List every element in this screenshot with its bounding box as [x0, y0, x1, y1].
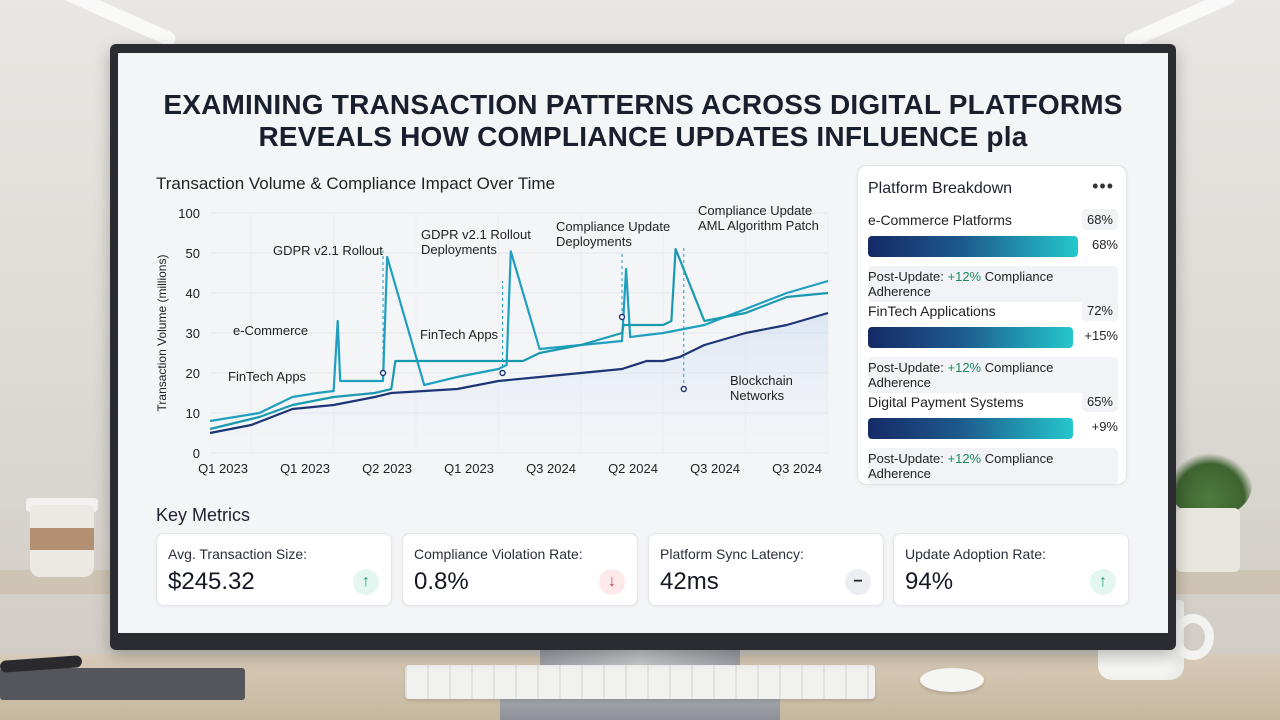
chart-annotation: Compliance Update Deployments [556, 219, 670, 249]
platform-bar-value: +9% [1091, 419, 1118, 434]
panel-title: Platform Breakdown [868, 180, 1013, 197]
post-update-prefix: Post-Update: [868, 360, 948, 375]
y-axis-label: Transaction Volume (millions) [155, 255, 169, 412]
platform-progress-bar [868, 327, 1073, 348]
y-tick-label: 100 [178, 206, 200, 221]
coffee-cup-sleeve [30, 528, 94, 550]
post-update-suffix: Compliance Adherence [868, 269, 1054, 299]
mouse [920, 668, 984, 692]
platform-item: FinTech Applications 72% +15% Post-Update: … [868, 300, 1118, 393]
platform-percent: 68% [1081, 209, 1118, 230]
post-update-note: Post-Update: +12% Compliance Adherence [868, 357, 1118, 393]
metric-label: Compliance Violation Rate: [414, 546, 583, 562]
chart-annotation: e-Commerce [233, 323, 308, 338]
series-area [210, 313, 828, 453]
metric-value: 94% [905, 568, 954, 595]
platform-breakdown-panel: Platform Breakdown ••• e-Commerce Platfo… [857, 165, 1127, 485]
chart-annotation: GDPR v2.1 Rollout Deployments [421, 227, 531, 257]
y-tick-label: 30 [186, 326, 200, 341]
chart-title: Transaction Volume & Compliance Impact O… [156, 174, 556, 193]
metric-card: Avg. Transaction Size: $245.32 ↑ [156, 533, 392, 606]
post-update-prefix: Post-Update: [868, 269, 948, 284]
plant-pot [1176, 508, 1240, 572]
more-horizontal-icon[interactable]: ••• [1092, 176, 1114, 196]
metric-label: Update Adoption Rate: [905, 546, 1046, 562]
chart-annotation: Blockchain Networks [730, 373, 793, 403]
y-tick-label: 10 [186, 406, 200, 421]
platform-item: Digital Payment Systems 65% +9% Post-Update… [868, 391, 1118, 484]
platform-label: FinTech Applications [868, 303, 996, 319]
ceiling-light [1122, 0, 1238, 50]
ceiling-light [62, 0, 178, 48]
x-tick-label: Q1 2023 [444, 461, 494, 476]
metric-value: 42ms [660, 568, 719, 595]
page-title-line-1: EXAMINING TRANSACTION PATTERNS ACROSS DI… [163, 89, 1123, 120]
x-tick-label: Q3 2024 [526, 461, 576, 476]
metric-value: $245.32 [168, 568, 255, 595]
x-tick-label: Q3 2024 [690, 461, 740, 476]
arrow-up-icon: ↑ [353, 569, 379, 595]
page-title: EXAMINING TRANSACTION PATTERNS ACROSS DI… [118, 89, 1168, 153]
platform-percent: 65% [1081, 391, 1118, 412]
metric-card: Compliance Violation Rate: 0.8% ↓ [402, 533, 638, 606]
series-line-1 [209, 247, 829, 431]
platform-percent: 72% [1081, 300, 1118, 321]
post-update-change: +12% [947, 269, 982, 284]
chart-annotation: FinTech Apps [228, 369, 307, 384]
minus-icon: − [845, 569, 871, 595]
post-update-change: +12% [947, 360, 982, 375]
metric-card: Platform Sync Latency: 42ms − [648, 533, 884, 606]
platform-label: Digital Payment Systems [868, 394, 1024, 410]
post-update-suffix: Compliance Adherence [868, 451, 1054, 481]
chart-annotation: GDPR v2.1 Rollout [273, 243, 383, 258]
notepad [0, 668, 245, 700]
x-tick-label: Q1 2023 [198, 461, 248, 476]
arrow-down-icon: ↓ [599, 569, 625, 595]
plant [1168, 452, 1252, 518]
post-update-note: Post-Update: +12% Compliance Adherence [868, 266, 1118, 302]
y-tick-label: 50 [186, 246, 200, 261]
line-chart: 0 10 20 30 40 50 100 Q1 2023 Q1 2023 Q2 2023 Q1 20… [155, 203, 829, 476]
post-update-suffix: Compliance Adherence [868, 360, 1054, 390]
post-update-note: Post-Update: +12% Compliance Adherence [868, 448, 1118, 484]
x-tick-label: Q3 2024 [772, 461, 822, 476]
series-line-2 [209, 311, 829, 435]
metric-card: Update Adoption Rate: 94% ↑ [893, 533, 1129, 606]
annotation-marker [618, 313, 626, 321]
y-tick-label: 0 [193, 446, 200, 461]
platform-bar-value: +15% [1084, 328, 1118, 343]
platform-label: e-Commerce Platforms [868, 212, 1012, 228]
annotation-marker [680, 385, 687, 393]
metric-label: Platform Sync Latency: [660, 546, 804, 562]
post-update-change: +12% [947, 451, 982, 466]
x-tick-label: Q1 2023 [280, 461, 330, 476]
keyboard [405, 665, 875, 699]
annotation-marker [379, 369, 387, 377]
arrow-up-icon: ↑ [1090, 569, 1116, 595]
page-title-line-2: REVEALS HOW COMPLIANCE UPDATES INFLUENCE… [258, 121, 1028, 152]
series-line-0 [209, 250, 829, 423]
post-update-prefix: Post-Update: [868, 451, 948, 466]
platform-item: e-Commerce Platforms 68% 68% Post-Update: +… [868, 209, 1118, 302]
x-tick-label: Q2 2024 [608, 461, 658, 476]
platform-progress-bar [868, 418, 1073, 439]
key-metrics-title: Key Metrics [156, 505, 251, 525]
platform-bar-value: 68% [1091, 237, 1118, 252]
screen: EXAMINING TRANSACTION PATTERNS ACROSS DI… [118, 53, 1168, 633]
y-tick-label: 20 [186, 366, 200, 381]
metric-value: 0.8% [414, 568, 469, 595]
platform-progress-bar [868, 236, 1078, 257]
annotation-marker [499, 369, 506, 377]
chart-annotation: FinTech Apps [420, 327, 499, 342]
y-tick-label: 40 [186, 286, 200, 301]
metric-label: Avg. Transaction Size: [168, 546, 308, 562]
x-tick-label: Q2 2023 [362, 461, 412, 476]
mug-handle [1172, 614, 1214, 660]
chart-annotation: Compliance Update AML Algorithm Patch [698, 203, 819, 233]
